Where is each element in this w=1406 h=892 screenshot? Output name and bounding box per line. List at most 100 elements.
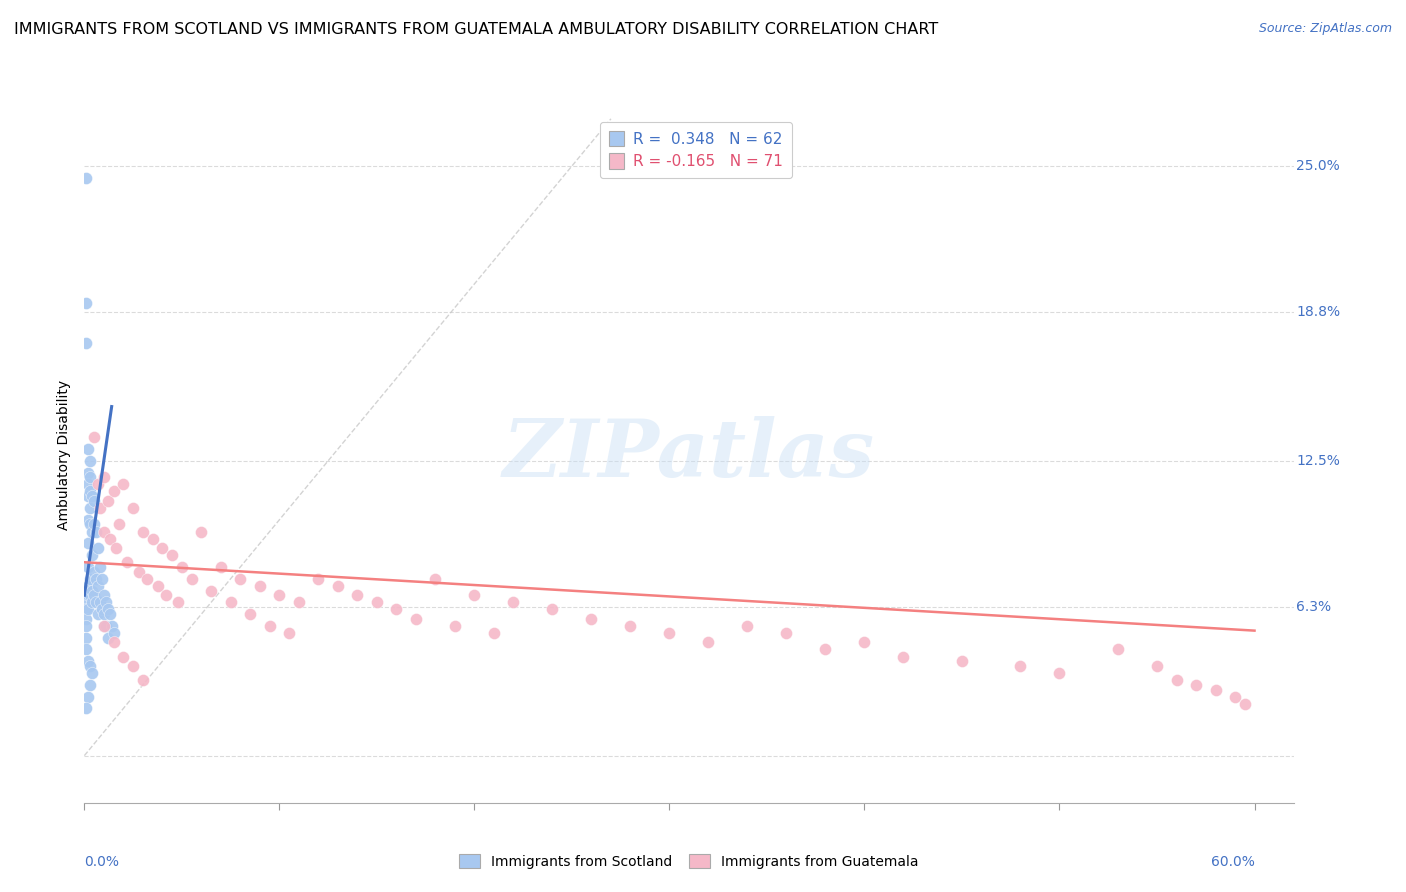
Point	[75, 335, 97, 350]
Text: 6.3%: 6.3%	[1296, 600, 1331, 614]
Point	[160, 548, 183, 562]
Point	[112, 649, 135, 664]
Point	[79, 659, 101, 673]
Point	[219, 595, 242, 609]
Point	[89, 500, 111, 515]
Text: 25.0%: 25.0%	[1296, 159, 1340, 173]
Point	[893, 649, 915, 664]
Point	[425, 572, 447, 586]
Point	[87, 607, 110, 621]
Point	[93, 619, 115, 633]
Point	[1185, 678, 1208, 692]
Point	[82, 524, 104, 539]
Point	[77, 690, 100, 704]
Point	[482, 626, 505, 640]
Point	[814, 642, 837, 657]
Point	[75, 295, 97, 310]
Point	[135, 572, 157, 586]
Point	[82, 595, 104, 609]
Point	[79, 678, 101, 692]
Point	[77, 513, 100, 527]
Point	[93, 470, 115, 484]
Point	[1049, 666, 1071, 681]
Point	[288, 595, 311, 609]
Point	[90, 602, 112, 616]
Point	[83, 430, 105, 444]
Point	[75, 170, 97, 185]
Point	[155, 588, 177, 602]
Point	[77, 579, 100, 593]
Point	[385, 602, 408, 616]
Point	[87, 477, 110, 491]
Point	[1233, 697, 1256, 711]
Point	[97, 602, 120, 616]
Point	[82, 489, 104, 503]
Point	[82, 666, 104, 681]
Point	[98, 532, 121, 546]
Point	[853, 635, 876, 649]
Text: Source: ZipAtlas.com: Source: ZipAtlas.com	[1258, 22, 1392, 36]
Point	[249, 579, 271, 593]
Point	[775, 626, 797, 640]
Point	[259, 619, 281, 633]
Point	[108, 517, 131, 532]
Point	[89, 560, 111, 574]
Point	[84, 524, 107, 539]
Point	[75, 619, 97, 633]
Point	[75, 701, 97, 715]
Point	[79, 572, 101, 586]
Point	[84, 595, 107, 609]
Point	[170, 560, 193, 574]
Point	[697, 635, 720, 649]
Point	[117, 555, 139, 569]
Point	[346, 588, 368, 602]
Point	[77, 536, 100, 550]
Point	[148, 579, 170, 593]
Point	[90, 572, 112, 586]
Point	[94, 619, 117, 633]
Point	[75, 588, 97, 602]
Point	[97, 631, 120, 645]
Point	[87, 541, 110, 555]
Point	[77, 442, 100, 456]
Point	[581, 612, 603, 626]
Point	[1107, 642, 1129, 657]
Point	[87, 579, 110, 593]
Point	[83, 565, 105, 579]
Point	[83, 494, 105, 508]
Point	[132, 673, 155, 688]
Point	[1010, 659, 1032, 673]
Point	[463, 588, 485, 602]
Point	[142, 532, 165, 546]
Point	[83, 588, 105, 602]
Text: ZIPatlas: ZIPatlas	[503, 417, 875, 493]
Text: 0.0%: 0.0%	[84, 855, 120, 869]
Point	[103, 484, 125, 499]
Point	[77, 560, 100, 574]
Point	[103, 626, 125, 640]
Point	[209, 560, 232, 574]
Point	[502, 595, 524, 609]
Point	[541, 602, 564, 616]
Point	[122, 500, 145, 515]
Point	[77, 588, 100, 602]
Point	[1146, 659, 1168, 673]
Point	[89, 595, 111, 609]
Point	[93, 607, 115, 621]
Y-axis label: Ambulatory Disability: Ambulatory Disability	[58, 380, 72, 530]
Point	[112, 477, 135, 491]
Point	[93, 524, 115, 539]
Point	[75, 602, 97, 616]
Point	[94, 595, 117, 609]
Point	[82, 583, 104, 598]
Point	[93, 588, 115, 602]
Point	[1223, 690, 1246, 704]
Point	[658, 626, 681, 640]
Point	[307, 572, 329, 586]
Point	[79, 500, 101, 515]
Point	[77, 489, 100, 503]
Point	[79, 588, 101, 602]
Point	[79, 454, 101, 468]
Point	[79, 470, 101, 484]
Point	[103, 635, 125, 649]
